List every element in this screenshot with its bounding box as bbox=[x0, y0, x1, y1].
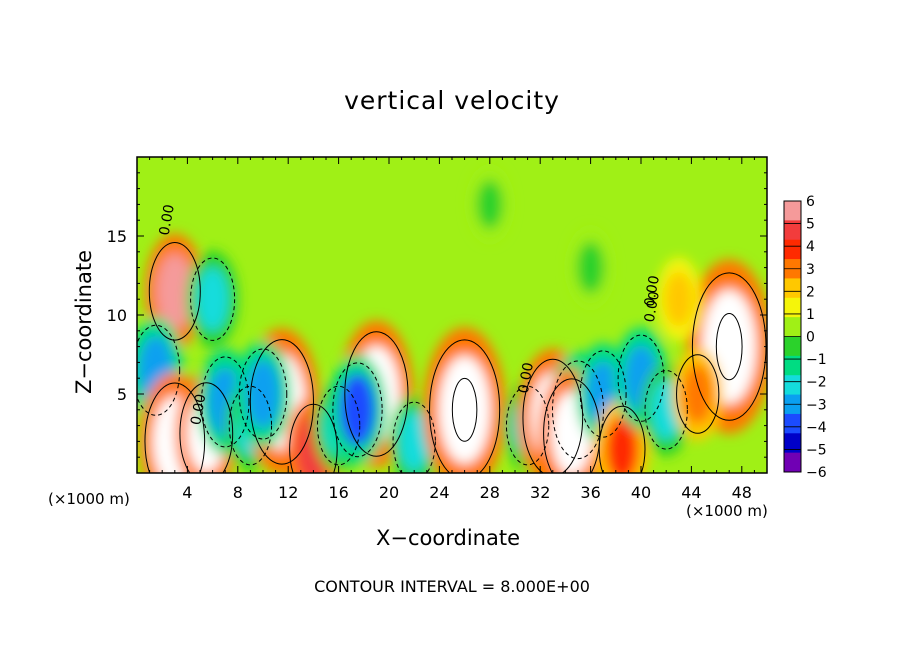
contour-line bbox=[249, 339, 314, 465]
colorbar-tick-label: 1 bbox=[806, 307, 815, 323]
colorbar-swatch bbox=[784, 355, 801, 376]
contour-line bbox=[289, 403, 338, 473]
x-unit-label-left: (×1000 m) bbox=[48, 490, 130, 508]
colorbar-swatch bbox=[784, 375, 801, 396]
contour-line bbox=[429, 339, 501, 473]
z-unit-label-right: (×1000 m) bbox=[686, 502, 768, 520]
contour-line bbox=[543, 378, 601, 473]
contour-label: 0.00 bbox=[516, 361, 537, 394]
colorbar-tick-label: 3 bbox=[806, 262, 815, 278]
contour-line bbox=[344, 331, 409, 457]
contour-line bbox=[451, 377, 478, 442]
colorbar-swatch bbox=[784, 297, 801, 318]
colorbar-tick-label: 5 bbox=[806, 217, 815, 233]
contour-label: 0.00 bbox=[642, 274, 663, 307]
y-tick-label: 10 bbox=[107, 306, 127, 325]
x-tick-label: 8 bbox=[233, 483, 243, 502]
colorbar-tick-label: 4 bbox=[806, 239, 815, 255]
colorbar-swatch bbox=[784, 336, 801, 357]
colorbar-tick-label: −3 bbox=[806, 397, 827, 413]
contour-line bbox=[715, 312, 743, 381]
colorbar-swatch bbox=[784, 452, 801, 473]
x-axis-label: X−coordinate bbox=[376, 526, 520, 550]
x-tick-label: 28 bbox=[480, 483, 500, 502]
contour-line bbox=[228, 385, 273, 466]
contour-line bbox=[579, 350, 627, 438]
plot-area: 0.000.000.000.000.00 bbox=[137, 157, 767, 473]
contour-line bbox=[617, 334, 665, 422]
colorbar: 6 5 4 3 2 1 0 −1 −2 −3 −4 −5 −6 bbox=[783, 194, 827, 481]
contour-line bbox=[522, 358, 584, 473]
colorbar-tick-label: 6 bbox=[806, 194, 815, 210]
field-peak bbox=[713, 309, 746, 384]
field-core bbox=[476, 179, 503, 229]
colorbar-tick-label: −2 bbox=[806, 375, 827, 391]
colorbar-swatch bbox=[784, 220, 801, 241]
contour-line bbox=[598, 405, 646, 473]
contour-line bbox=[179, 382, 234, 473]
colorbar-tick-label: −6 bbox=[806, 465, 827, 481]
x-tick-label: 32 bbox=[530, 483, 550, 502]
colorbar-tick-label: −4 bbox=[806, 420, 827, 436]
velocity-field bbox=[137, 167, 767, 473]
chart-title: vertical velocity bbox=[344, 86, 560, 115]
field-core bbox=[196, 267, 229, 332]
x-tick-label: 48 bbox=[732, 483, 752, 502]
colorbar-swatch bbox=[784, 239, 801, 260]
colorbar-swatch bbox=[784, 278, 801, 299]
colorbar-swatch bbox=[784, 413, 801, 434]
x-tick-label: 16 bbox=[328, 483, 348, 502]
contour-line bbox=[148, 241, 201, 341]
contour-line bbox=[332, 362, 383, 458]
contour-label: 0.00 bbox=[188, 393, 209, 426]
colorbar-swatch bbox=[784, 201, 801, 221]
field-core bbox=[682, 363, 714, 425]
colorbar-tick-label: −1 bbox=[806, 352, 827, 368]
x-tick-label: 20 bbox=[379, 483, 399, 502]
field-core bbox=[398, 411, 430, 472]
contour-line bbox=[316, 385, 361, 466]
contour-line bbox=[392, 401, 436, 473]
y-tick-label: 5 bbox=[117, 385, 127, 404]
x-tick-label: 4 bbox=[182, 483, 192, 502]
contour-line bbox=[676, 354, 720, 434]
contour-line bbox=[190, 257, 236, 341]
colorbar-swatch bbox=[784, 433, 801, 454]
field-peak bbox=[449, 374, 480, 445]
contour-line bbox=[144, 382, 206, 473]
contour-label: 0.00 bbox=[642, 290, 663, 323]
field-core bbox=[155, 253, 194, 330]
contour-line bbox=[137, 324, 181, 416]
contour-line bbox=[505, 385, 550, 466]
contour-line bbox=[238, 348, 288, 440]
y-tick-label: 15 bbox=[107, 227, 127, 246]
x-tick-label: 36 bbox=[580, 483, 600, 502]
field-core bbox=[605, 416, 640, 473]
colorbar-tick-label: 2 bbox=[806, 284, 815, 300]
contour-interval-note: CONTOUR INTERVAL = 8.000E+00 bbox=[314, 577, 590, 596]
colorbar-tick-label: −5 bbox=[806, 442, 827, 458]
field-core bbox=[576, 241, 605, 294]
x-tick-label: 24 bbox=[429, 483, 449, 502]
colorbar-swatch bbox=[784, 317, 801, 337]
colorbar-tick-label: 0 bbox=[806, 330, 815, 346]
x-tick-label: 44 bbox=[681, 483, 701, 502]
contour-label: 0.00 bbox=[157, 203, 178, 236]
contour-line bbox=[200, 356, 250, 448]
field-core bbox=[664, 271, 694, 327]
x-tick-label: 40 bbox=[631, 483, 651, 502]
contour-line bbox=[644, 370, 688, 450]
contour-line bbox=[551, 360, 605, 460]
x-tick-label: 12 bbox=[278, 483, 298, 502]
field-core bbox=[245, 359, 281, 429]
